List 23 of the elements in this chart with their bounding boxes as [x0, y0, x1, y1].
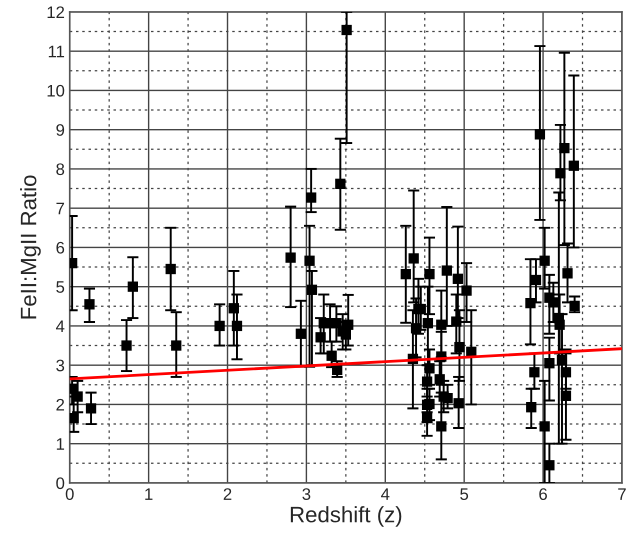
y-tick-label: 7 — [56, 202, 64, 214]
x-tick-label: 4 — [381, 488, 390, 500]
x-tick-label: 3 — [302, 488, 310, 500]
x-tick-label: 6 — [539, 488, 547, 500]
y-tick-label: 11 — [48, 46, 64, 58]
y-tick-label: 0 — [56, 477, 64, 490]
y-tick-label: 6 — [56, 242, 64, 254]
y-tick-label: 2 — [56, 398, 64, 410]
y-tick-label: 3 — [56, 360, 64, 372]
x-tick-label: 7 — [618, 488, 626, 500]
x-tick-label: 5 — [460, 488, 468, 500]
y-tick-label: 12 — [48, 6, 64, 18]
y-tick-label: 1 — [56, 438, 64, 450]
y-tick-label: 8 — [56, 163, 64, 176]
x-tick-label: 2 — [224, 488, 232, 500]
y-tick-label: 9 — [56, 124, 64, 136]
y-tick-label: 5 — [56, 281, 64, 293]
y-axis-title: FeII:MgII Ratio — [20, 175, 41, 318]
x-tick-label: 1 — [145, 488, 152, 500]
y-tick-label: 4 — [56, 320, 64, 332]
y-tick-label: 10 — [48, 84, 64, 97]
x-tick-label: 0 — [66, 488, 74, 500]
x-axis-title: Redshift (z) — [290, 506, 402, 527]
